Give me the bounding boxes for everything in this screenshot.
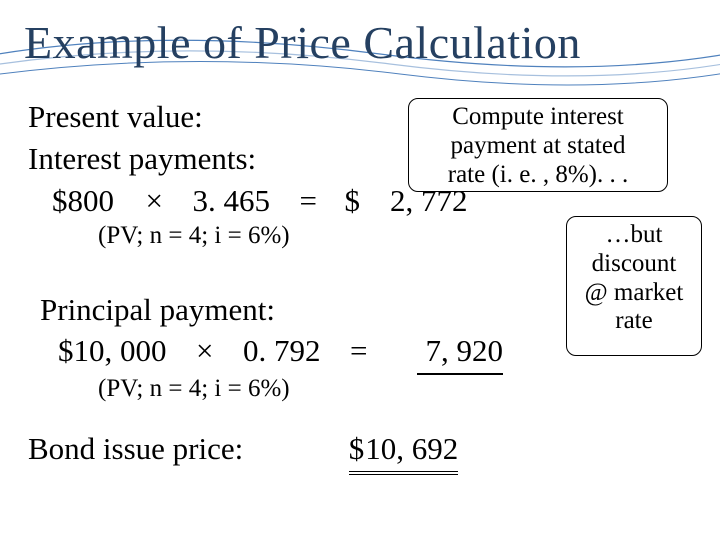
interest-label: Interest payments:: [28, 138, 700, 180]
bond-result: 10, 692: [364, 428, 458, 470]
slide-title: Example of Price Calculation: [24, 16, 581, 69]
currency-sign: $: [344, 183, 360, 218]
bond-price-line: Bond issue price: $10, 692: [28, 428, 700, 475]
principal-calc-line: $10, 000 × 0. 792 = 7, 920: [28, 330, 700, 375]
interest-calc-line: $800 × 3. 465 = $ 2, 772: [28, 180, 700, 222]
equals-sign: =: [350, 333, 367, 368]
principal-factor: 0. 792: [243, 333, 321, 368]
present-value-heading: Present value:: [28, 96, 700, 138]
currency-sign: $: [349, 431, 365, 466]
pv-note-interest: (PV; n = 4; i = 6%): [28, 222, 700, 250]
principal-amount: $10, 000: [58, 333, 167, 368]
content-block: Present value: Interest payments: $800 ×…: [28, 96, 700, 475]
interest-amount: $800: [52, 183, 114, 218]
pv-note-principal: (PV; n = 4; i = 6%): [28, 375, 700, 403]
times-sign: ×: [146, 183, 163, 218]
interest-result: 2, 772: [381, 180, 467, 222]
interest-factor: 3. 465: [192, 183, 270, 218]
bond-label: Bond issue price:: [28, 431, 243, 466]
equals-sign: =: [299, 183, 316, 218]
slide: Example of Price Calculation Compute int…: [0, 0, 720, 540]
times-sign: ×: [196, 333, 213, 368]
principal-label: Principal payment:: [28, 289, 700, 331]
principal-result: 7, 920: [417, 330, 503, 375]
